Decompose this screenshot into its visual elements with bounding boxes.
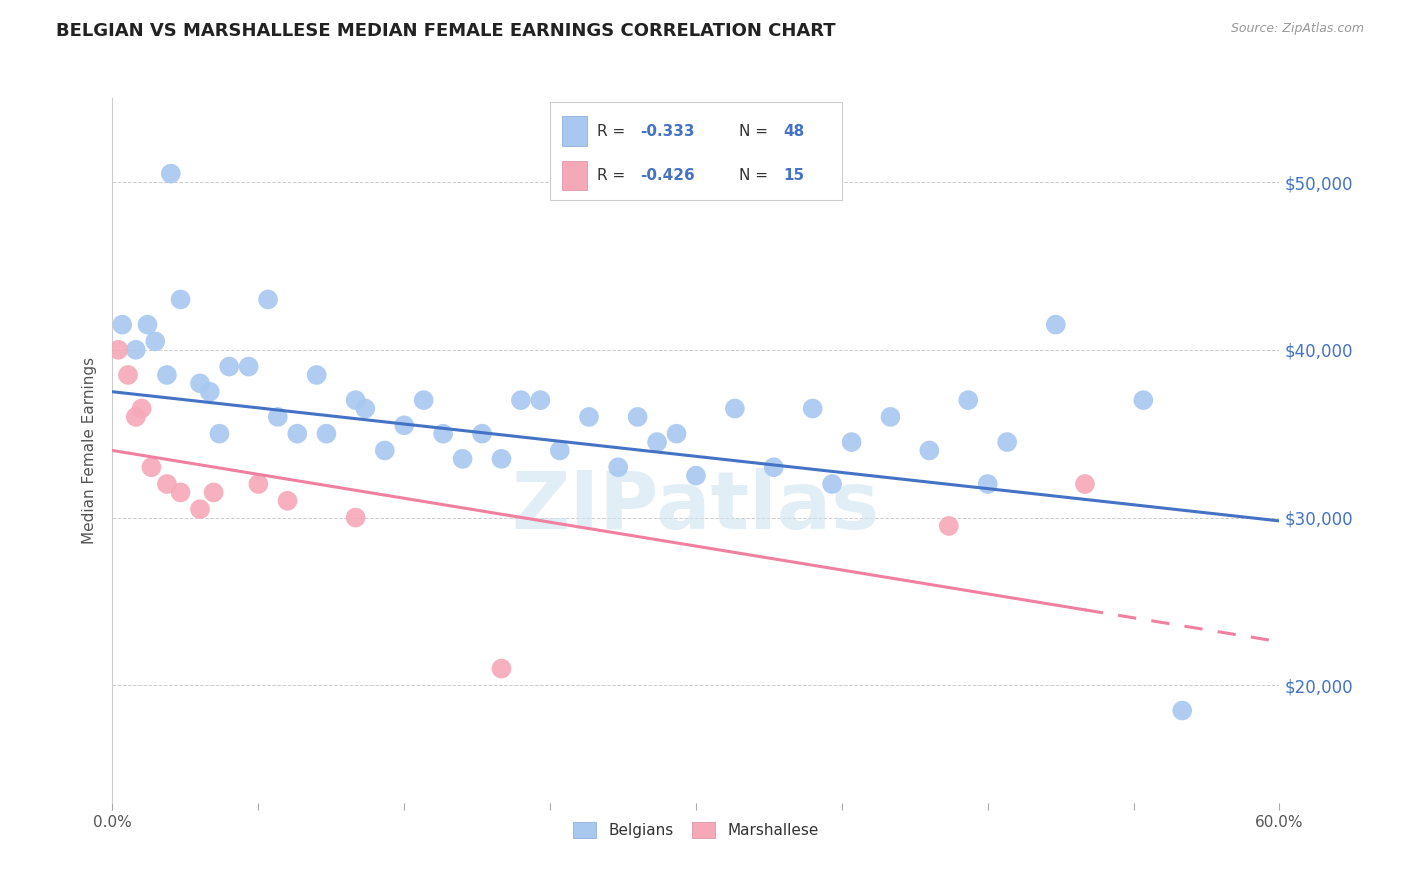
Point: [218, 359, 240, 374]
Text: N =: N =: [740, 168, 773, 183]
Point: [143, 334, 166, 349]
Point: [509, 393, 531, 408]
Point: [156, 477, 179, 491]
Point: [305, 368, 328, 382]
Text: R =: R =: [596, 124, 630, 139]
Point: [578, 409, 600, 424]
Point: [156, 368, 179, 382]
Text: -0.426: -0.426: [640, 168, 695, 183]
Legend: Belgians, Marshallese: Belgians, Marshallese: [567, 815, 825, 845]
Point: [938, 519, 960, 533]
Point: [607, 460, 630, 475]
Point: [131, 401, 153, 416]
Point: [432, 426, 454, 441]
Point: [160, 167, 183, 181]
Point: [645, 435, 668, 450]
Point: [529, 393, 551, 408]
Point: [125, 343, 148, 357]
Point: [285, 426, 308, 441]
Point: [394, 418, 416, 433]
Point: [267, 409, 290, 424]
FancyBboxPatch shape: [550, 102, 842, 201]
Point: [111, 318, 134, 332]
Point: [821, 477, 844, 491]
Point: [976, 477, 998, 491]
Point: [117, 368, 139, 382]
Text: Source: ZipAtlas.com: Source: ZipAtlas.com: [1230, 22, 1364, 36]
Point: [665, 426, 688, 441]
Point: [202, 485, 225, 500]
Point: [491, 451, 513, 466]
Point: [344, 510, 367, 524]
Point: [918, 443, 941, 458]
Point: [724, 401, 747, 416]
Text: 48: 48: [783, 124, 804, 139]
Point: [995, 435, 1018, 450]
Text: ZIPatlas: ZIPatlas: [512, 467, 880, 546]
Point: [548, 443, 571, 458]
Point: [354, 401, 377, 416]
Point: [1132, 393, 1154, 408]
Text: 15: 15: [783, 168, 804, 183]
Point: [276, 493, 298, 508]
Y-axis label: Median Female Earnings: Median Female Earnings: [82, 357, 97, 544]
Text: R =: R =: [596, 168, 630, 183]
Bar: [562, 117, 588, 146]
Point: [315, 426, 337, 441]
Point: [1171, 704, 1194, 718]
Point: [471, 426, 494, 441]
Point: [762, 460, 785, 475]
Point: [1074, 477, 1097, 491]
Point: [879, 409, 901, 424]
Point: [451, 451, 474, 466]
Point: [169, 485, 191, 500]
Point: [374, 443, 396, 458]
Text: -0.333: -0.333: [640, 124, 695, 139]
Point: [141, 460, 163, 475]
Point: [169, 293, 191, 307]
Point: [208, 426, 231, 441]
Point: [125, 409, 148, 424]
Point: [344, 393, 367, 408]
Text: BELGIAN VS MARSHALLESE MEDIAN FEMALE EARNINGS CORRELATION CHART: BELGIAN VS MARSHALLESE MEDIAN FEMALE EAR…: [56, 22, 835, 40]
Point: [238, 359, 260, 374]
Point: [257, 293, 280, 307]
Point: [491, 662, 513, 676]
Point: [801, 401, 824, 416]
Point: [107, 343, 129, 357]
Point: [957, 393, 980, 408]
Bar: [562, 161, 588, 190]
Point: [198, 384, 221, 399]
Text: N =: N =: [740, 124, 773, 139]
Point: [412, 393, 434, 408]
Point: [1045, 318, 1067, 332]
Point: [247, 477, 270, 491]
Point: [841, 435, 863, 450]
Point: [627, 409, 650, 424]
Point: [188, 502, 211, 516]
Point: [685, 468, 707, 483]
Point: [188, 376, 211, 391]
Point: [136, 318, 159, 332]
